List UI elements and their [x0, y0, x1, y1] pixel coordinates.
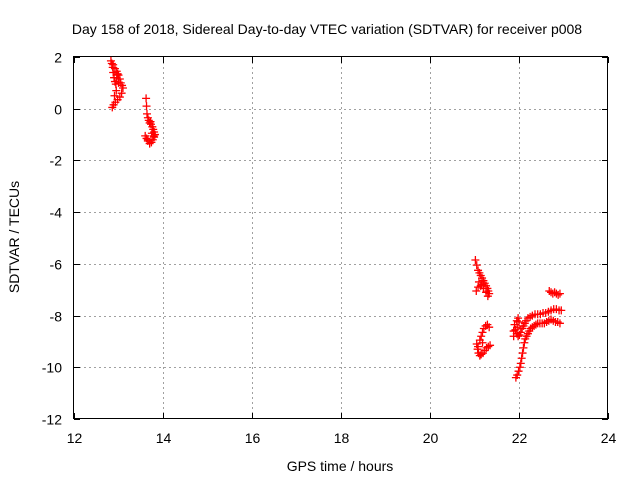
- axis-ticks: [74, 57, 609, 420]
- data-point: [115, 74, 124, 83]
- y-tick-label: 2: [54, 50, 62, 66]
- data-point: [112, 86, 121, 95]
- y-axis-label: SDTVAR / TECUs: [6, 181, 22, 293]
- data-point: [557, 306, 566, 315]
- data-point: [513, 323, 522, 332]
- data-point: [114, 71, 123, 80]
- data-point: [472, 261, 481, 270]
- data-point: [478, 338, 487, 347]
- data-point: [554, 290, 563, 299]
- data-point: [514, 367, 523, 376]
- data-point: [146, 117, 155, 126]
- x-axis-label: GPS time / hours: [287, 458, 394, 474]
- data-point: [483, 292, 492, 301]
- data-point: [147, 129, 156, 138]
- x-tick-label: 12: [67, 430, 83, 446]
- y-tick-label: -10: [42, 360, 62, 376]
- data-point: [484, 342, 493, 351]
- data-point: [478, 328, 487, 337]
- chart-title: Day 158 of 2018, Sidereal Day-to-day VTE…: [72, 21, 582, 37]
- grid-lines: [74, 57, 608, 419]
- data-points: [106, 56, 566, 382]
- data-point: [513, 371, 522, 380]
- x-tick-label: 18: [334, 430, 350, 446]
- x-tick-labels: 12 14 16 18 20 22 24: [67, 430, 617, 446]
- data-point: [516, 328, 525, 337]
- data-point: [481, 321, 490, 330]
- data-point: [142, 109, 151, 118]
- data-point: [477, 350, 486, 359]
- data-point: [110, 91, 119, 100]
- x-tick-label: 16: [245, 430, 261, 446]
- data-point: [114, 78, 123, 87]
- x-tick-label: 22: [512, 430, 528, 446]
- data-point: [142, 94, 151, 103]
- data-point: [515, 363, 524, 372]
- data-point: [514, 314, 523, 323]
- data-point: [531, 320, 540, 329]
- data-point: [472, 287, 481, 296]
- y-tick-labels: 2 0 -2 -4 -6 -8 -10 -12: [42, 50, 62, 428]
- data-point: [107, 59, 116, 68]
- data-point: [517, 354, 526, 363]
- data-point: [108, 103, 117, 112]
- data-point: [520, 338, 529, 347]
- data-point: [555, 289, 564, 298]
- data-point: [118, 84, 127, 93]
- data-point: [519, 343, 528, 352]
- data-point: [109, 68, 118, 77]
- data-point: [485, 323, 494, 332]
- data-point: [117, 89, 126, 98]
- data-point: [516, 359, 525, 368]
- data-point: [555, 319, 564, 328]
- data-point: [112, 67, 121, 76]
- y-tick-label: -4: [50, 205, 63, 221]
- x-tick-label: 20: [423, 430, 439, 446]
- y-tick-label: -12: [42, 412, 62, 428]
- data-point: [509, 332, 518, 341]
- data-point: [471, 255, 480, 264]
- data-point: [515, 318, 523, 327]
- plot-frame: [73, 56, 608, 419]
- y-tick-label: -8: [50, 309, 63, 325]
- data-point: [477, 332, 486, 341]
- y-tick-label: -6: [50, 257, 63, 273]
- data-point: [477, 280, 486, 289]
- data-point: [486, 341, 495, 350]
- y-tick-label: 0: [54, 102, 62, 118]
- data-point: [109, 60, 118, 69]
- x-tick-label: 24: [601, 430, 617, 446]
- data-point: [474, 342, 483, 351]
- y-tick-label: -2: [50, 153, 63, 169]
- data-point: [518, 349, 527, 358]
- x-tick-label: 14: [156, 430, 172, 446]
- data-point: [142, 102, 151, 111]
- data-point: [143, 135, 152, 144]
